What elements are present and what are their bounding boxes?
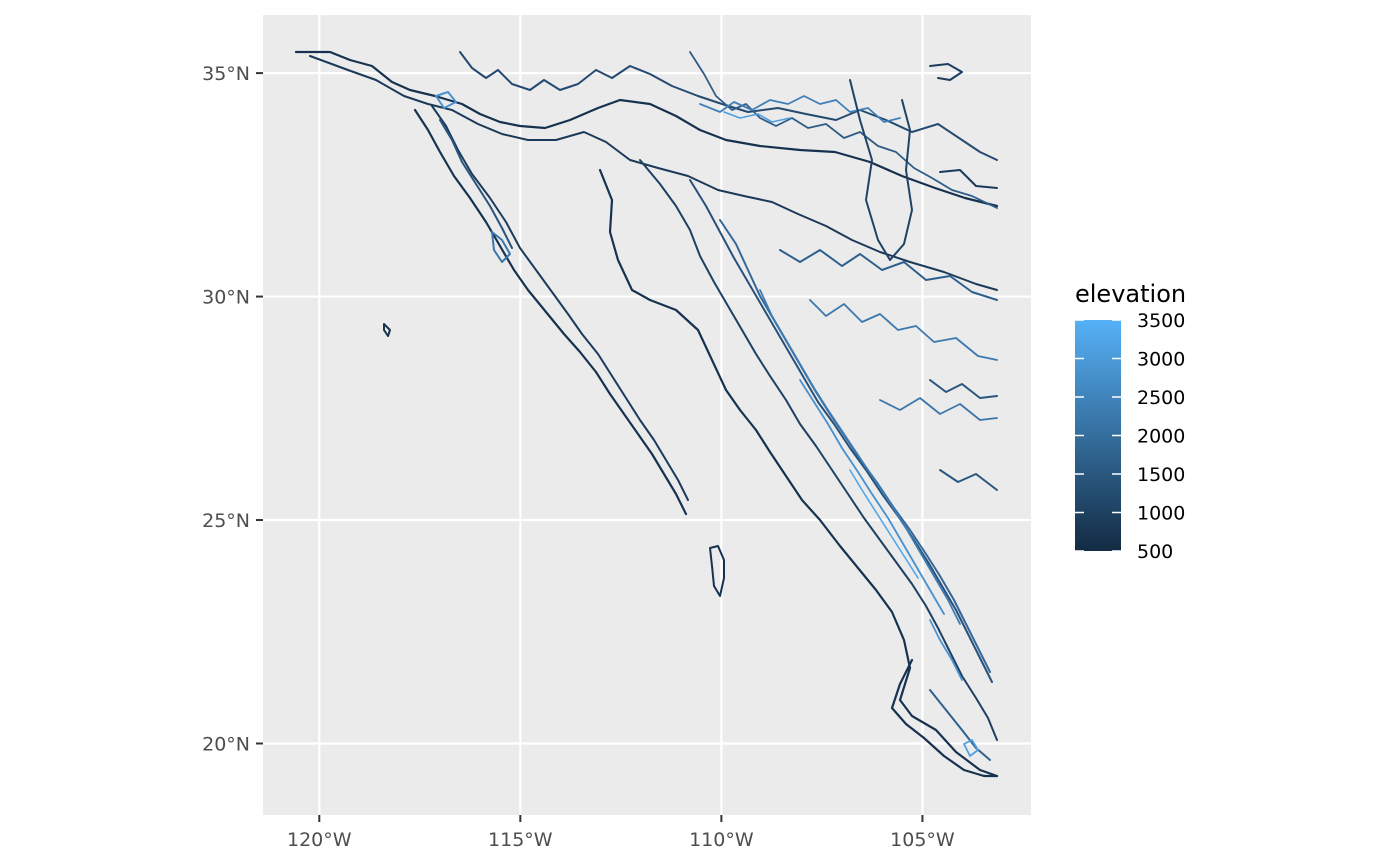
contour-line	[689, 51, 998, 209]
legend-break-label: 2000	[1137, 426, 1185, 448]
y-tick-label: 25°N	[202, 510, 250, 532]
contour-line	[723, 111, 791, 123]
contour-line	[459, 51, 998, 161]
legend-break-label: 3500	[1137, 310, 1185, 332]
contour-line	[598, 168, 999, 778]
contour-line	[849, 469, 919, 579]
x-axis: 120°W 115°W 110°W 105°W	[287, 815, 955, 851]
elevation-contours	[294, 50, 999, 778]
contour-line	[929, 619, 963, 681]
legend-break-label: 1000	[1137, 503, 1185, 525]
contour-line	[294, 50, 999, 208]
y-axis: 35°N 30°N 25°N 20°N	[202, 63, 263, 755]
contour-line	[929, 379, 998, 399]
contour-line	[709, 545, 725, 597]
legend-ticks: 3500 3000 2500 2000 1500 1000 500	[1075, 310, 1185, 563]
legend-break-label: 500	[1137, 541, 1173, 563]
contour-line	[799, 379, 945, 615]
x-tick-label: 110°W	[689, 829, 754, 851]
contour-line	[939, 169, 998, 189]
legend-break-label: 1500	[1137, 464, 1185, 486]
y-tick-label: 30°N	[202, 287, 250, 309]
contour-line	[383, 323, 391, 337]
x-tick-label: 115°W	[488, 829, 553, 851]
contour-line	[689, 179, 993, 683]
plot-panel	[263, 15, 1031, 815]
contour-line	[491, 231, 511, 263]
legend-break-label: 2500	[1137, 387, 1185, 409]
elevation-legend: elevation 3500 3000 2500 2000 1500 1000 500	[1075, 280, 1186, 563]
contour-line	[929, 63, 963, 81]
x-tick-label: 120°W	[287, 829, 352, 851]
contour-line	[939, 469, 998, 491]
contour-line	[639, 159, 998, 741]
contour-line	[849, 79, 913, 261]
contour-line	[879, 397, 998, 421]
y-tick-label: 35°N	[202, 63, 250, 85]
contour-line	[809, 299, 998, 361]
contour-line	[963, 739, 979, 757]
contour-line	[890, 658, 999, 778]
contour-line	[431, 105, 689, 501]
x-tick-label: 105°W	[890, 829, 955, 851]
contour-line	[435, 91, 457, 109]
contour-line	[759, 289, 961, 625]
contour-line	[779, 249, 998, 301]
contour-line	[699, 95, 901, 123]
legend-break-label: 3000	[1137, 349, 1185, 371]
contour-line	[439, 119, 513, 249]
legend-title: elevation	[1075, 280, 1186, 308]
contour-line	[929, 689, 991, 761]
contour-line	[413, 108, 688, 516]
y-tick-label: 20°N	[202, 733, 250, 755]
